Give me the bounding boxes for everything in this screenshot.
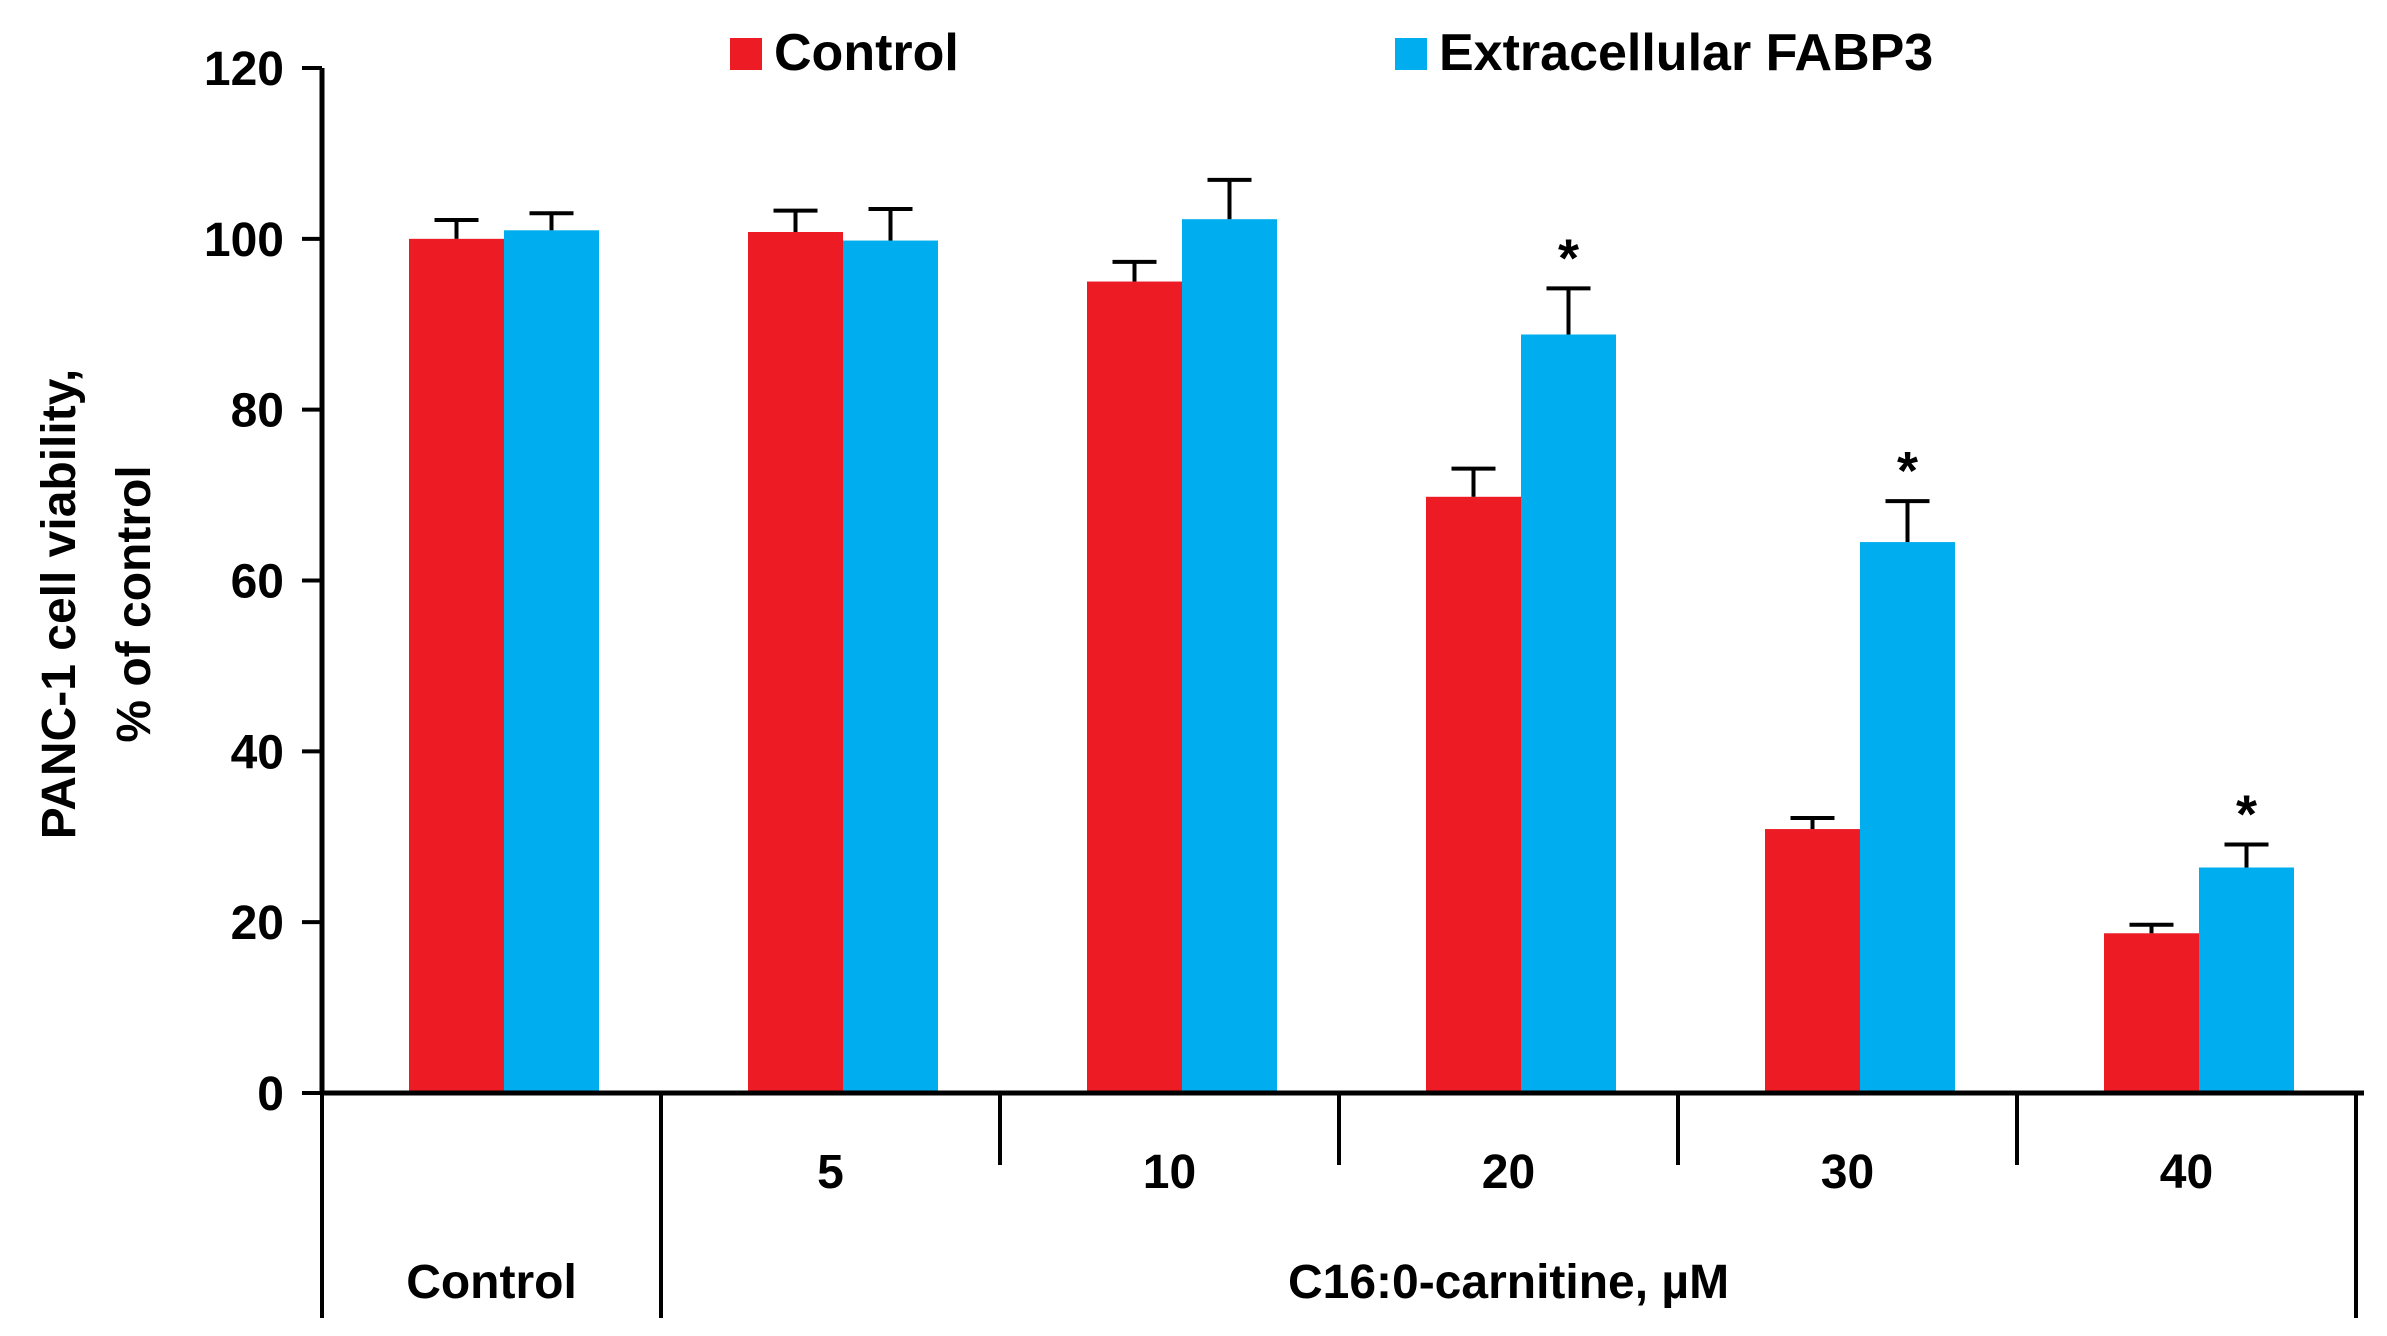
legend: Control Extracellular FABP3 <box>730 24 1933 82</box>
bar-control <box>1087 281 1182 1094</box>
y-tick-label: 0 <box>257 1068 284 1121</box>
y-axis-label-line1: PANC-1 cell viability, <box>33 369 86 839</box>
bar-control <box>1426 496 1521 1094</box>
x-tick-label: 30 <box>1821 1146 1874 1199</box>
x-tick-label: 5 <box>817 1146 844 1199</box>
bar-fabp3 <box>1521 334 1616 1093</box>
bar-fabp3 <box>843 240 938 1093</box>
legend-swatch-control <box>730 38 762 70</box>
bars: * * * <box>409 177 2294 1094</box>
y-tick-label: 60 <box>231 556 284 609</box>
x-tick-label: 20 <box>1482 1146 1535 1199</box>
y-tick-label: 120 <box>204 43 284 96</box>
significance-marker: * <box>1897 441 1918 501</box>
bar-fabp3 <box>2199 867 2294 1093</box>
legend-swatch-fabp3 <box>1395 38 1427 70</box>
y-tick-label: 20 <box>231 897 284 950</box>
y-tick-label: 100 <box>204 214 284 267</box>
bar-fabp3 <box>504 230 599 1093</box>
significance-marker: * <box>2236 784 2257 844</box>
bar-control <box>748 232 843 1093</box>
legend-label-control: Control <box>774 24 959 82</box>
bar-control <box>1765 829 1860 1093</box>
significance-marker: * <box>1558 228 1579 288</box>
bar-control <box>409 238 504 1094</box>
group-label-carnitine: C16:0-carnitine, µM <box>1288 1256 1729 1309</box>
x-tick-label: 40 <box>2160 1146 2213 1199</box>
x-axis: 5 10 20 30 40 Control C16:0-carnitine, µM <box>320 1090 2364 1318</box>
group-label-control: Control <box>406 1256 577 1309</box>
bar-fabp3 <box>1182 219 1277 1093</box>
bar-control <box>2104 933 2199 1093</box>
x-tick-label: 10 <box>1143 1146 1196 1199</box>
y-axis: 0 20 40 60 80 100 120 <box>204 43 325 1121</box>
y-tick-label: 40 <box>231 726 284 779</box>
legend-label-fabp3: Extracellular FABP3 <box>1439 24 1933 82</box>
bar-fabp3 <box>1860 542 1955 1093</box>
y-axis-label-line2: % of control <box>108 465 161 742</box>
y-tick-label: 80 <box>231 385 284 438</box>
